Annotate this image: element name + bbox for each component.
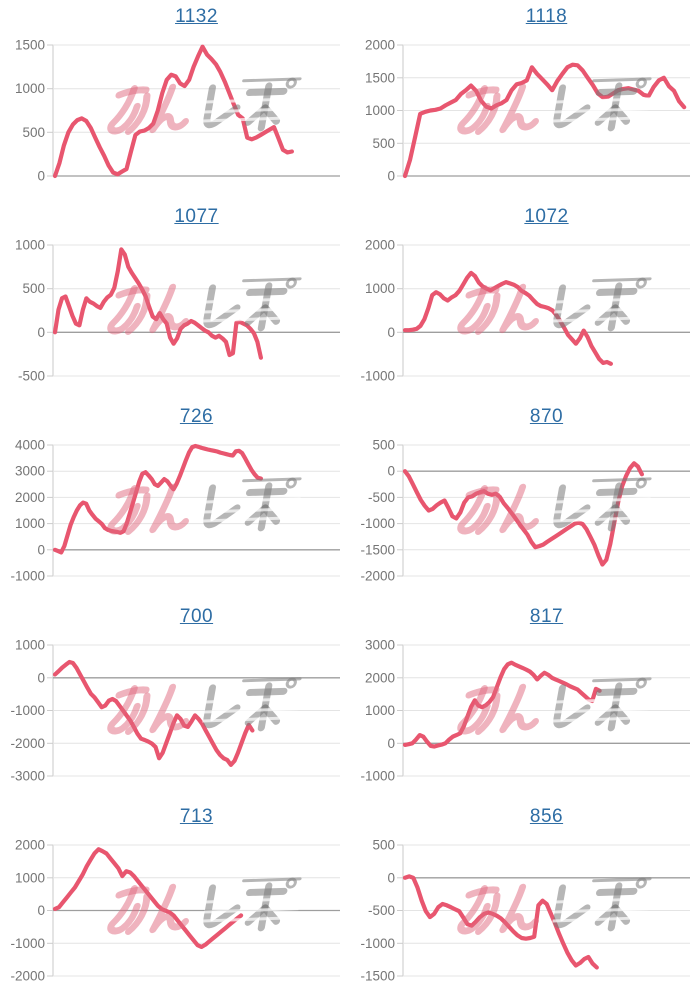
line-chart: 2000 1500 1000 500 0 (365, 38, 690, 184)
y-axis-tick-label: 1000 (365, 281, 395, 296)
y-axis-tick-label: 2000 (365, 670, 395, 685)
y-axis-tick-label: -1000 (360, 369, 395, 384)
slump-line-series (52, 847, 244, 949)
y-axis-tick-label: -1000 (360, 769, 395, 784)
y-axis-tick-label: 500 (372, 838, 395, 853)
y-axis-tick-label: 2000 (365, 38, 395, 53)
y-axis-tick-label: -2000 (10, 969, 45, 984)
machine-number-link[interactable]: 1072 (524, 206, 569, 227)
y-axis-tick-label: 500 (372, 136, 395, 151)
y-axis-tick-label: 500 (22, 125, 45, 140)
slump-line-series (402, 62, 687, 179)
y-axis-tick-label: 0 (37, 542, 45, 557)
y-axis-tick-label: 1000 (15, 870, 45, 885)
machine-chart-cell: 856 500 0 -500 -1000 -1500 (350, 800, 700, 1000)
y-axis-tick-label: -1500 (360, 542, 395, 557)
machine-number-link[interactable]: 726 (179, 406, 214, 427)
machine-chart-cell: 700 1000 0 -1000 -2000 -3000 (0, 600, 350, 800)
slump-line-series (402, 270, 613, 366)
chart-title-row: 1118 (403, 6, 690, 28)
chart-title-row: 817 (403, 606, 690, 628)
machine-number-link[interactable]: 1077 (174, 206, 219, 227)
y-axis-tick-label: -1000 (360, 516, 395, 531)
slump-line-series (52, 659, 255, 767)
chart-title-row: 726 (53, 406, 340, 428)
line-chart: 1000 500 0 -500 (15, 238, 340, 384)
y-axis-tick-label: -1000 (10, 703, 45, 718)
slump-line-series (402, 660, 602, 749)
y-axis-tick-label: -1000 (10, 936, 45, 951)
y-axis-tick-label: 0 (37, 903, 45, 918)
y-axis-tick-label: 0 (387, 325, 395, 340)
line-chart: 500 0 -500 -1000 -1500 (360, 838, 690, 984)
y-axis-tick-label: -1000 (360, 936, 395, 951)
chart-title-row: 713 (53, 806, 340, 828)
y-axis-tick-label: -1000 (10, 569, 45, 584)
y-axis-tick-label: 1000 (15, 238, 45, 253)
machine-number-link[interactable]: 870 (529, 406, 564, 427)
y-axis-tick-label: -2000 (10, 736, 45, 751)
y-axis-tick-label: 4000 (15, 438, 45, 453)
machine-chart-cell: 726 4000 3000 2000 1000 0 -1000 (0, 400, 350, 600)
line-chart: 3000 2000 1000 0 -1000 (360, 638, 690, 784)
machine-number-link[interactable]: 700 (179, 606, 214, 627)
y-axis-tick-label: 0 (387, 870, 395, 885)
line-chart: 2000 1000 0 -1000 -2000 (10, 838, 340, 984)
y-axis-tick-label: -3000 (10, 769, 45, 784)
machine-chart-cell: 870 500 0 -500 -1000 -1500 -2000 (350, 400, 700, 600)
chart-title-row: 1132 (53, 6, 340, 28)
machine-number-link[interactable]: 713 (179, 806, 214, 827)
machine-chart-cell: 713 2000 1000 0 -1000 -2000 (0, 800, 350, 1000)
y-axis-tick-label: -1500 (360, 969, 395, 984)
chart-title-row: 700 (53, 606, 340, 628)
chart-title-row: 1072 (403, 206, 690, 228)
y-axis-tick-label: 500 (22, 281, 45, 296)
machine-chart-cell: 1077 1000 500 0 -500 (0, 200, 350, 400)
y-axis-tick-label: 2000 (365, 238, 395, 253)
slump-line-series (52, 247, 263, 360)
y-axis-tick-label: -500 (18, 369, 45, 384)
y-axis-tick-label: 1000 (15, 516, 45, 531)
line-chart: 1500 1000 500 0 (15, 38, 340, 184)
line-chart: 4000 3000 2000 1000 0 -1000 (10, 438, 340, 584)
y-axis-tick-label: 1000 (365, 103, 395, 118)
slump-line-series (52, 44, 294, 179)
machine-number-link[interactable]: 1132 (175, 6, 218, 27)
y-axis-tick-label: 3000 (365, 638, 395, 653)
y-axis-tick-label: 0 (37, 169, 45, 184)
y-axis-tick-label: 2000 (15, 838, 45, 853)
y-axis-tick-label: 0 (387, 464, 395, 479)
machine-number-link[interactable]: 1118 (525, 6, 568, 27)
chart-title-row: 856 (403, 806, 690, 828)
y-axis-tick-label: -500 (368, 903, 395, 918)
y-axis-tick-label: 1000 (365, 703, 395, 718)
machine-chart-cell: 1072 2000 1000 0 -1000 (350, 200, 700, 400)
slump-line-series (52, 443, 263, 555)
chart-title-row: 1077 (53, 206, 340, 228)
slump-line-series (402, 874, 599, 970)
y-axis-tick-label: 0 (37, 325, 45, 340)
y-axis-tick-label: 3000 (15, 464, 45, 479)
machine-chart-cell: 817 3000 2000 1000 0 -1000 (350, 600, 700, 800)
y-axis-tick-label: -2000 (360, 569, 395, 584)
y-axis-tick-label: -500 (368, 490, 395, 505)
y-axis-tick-label: 1000 (15, 638, 45, 653)
y-axis-tick-label: 1500 (365, 70, 395, 85)
machine-chart-cell: 1118 2000 1500 1000 500 0 (350, 0, 700, 200)
y-axis-tick-label: 0 (37, 670, 45, 685)
machine-number-link[interactable]: 856 (529, 806, 564, 827)
y-axis-tick-label: 1000 (15, 81, 45, 96)
y-axis-tick-label: 1500 (15, 38, 45, 53)
y-axis-tick-label: 2000 (15, 490, 45, 505)
line-chart: 500 0 -500 -1000 -1500 -2000 (360, 438, 690, 584)
machine-chart-cell: 1132 1500 1000 500 0 (0, 0, 350, 200)
line-chart: 1000 0 -1000 -2000 -3000 (10, 638, 340, 784)
line-chart: 2000 1000 0 -1000 (360, 238, 690, 384)
chart-title-row: 870 (403, 406, 690, 428)
y-axis-tick-label: 0 (387, 736, 395, 751)
machine-number-link[interactable]: 817 (529, 606, 564, 627)
y-axis-tick-label: 500 (372, 438, 395, 453)
y-axis-tick-label: 0 (387, 169, 395, 184)
